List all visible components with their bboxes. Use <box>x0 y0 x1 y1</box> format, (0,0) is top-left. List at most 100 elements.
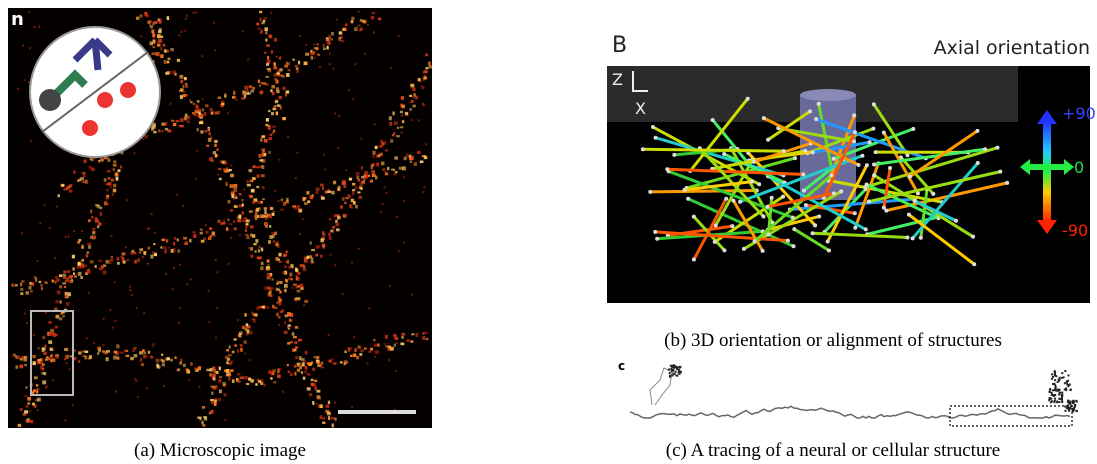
punctum <box>209 373 212 376</box>
punctum <box>213 374 216 377</box>
punctum <box>152 251 155 253</box>
punctum <box>82 172 86 174</box>
punctum <box>230 209 233 212</box>
punctum <box>412 96 414 98</box>
punctum <box>320 239 324 242</box>
punctum <box>266 306 269 309</box>
punctum <box>210 410 213 414</box>
filament-end <box>853 130 857 134</box>
punctum <box>304 300 308 303</box>
punctum <box>19 365 23 369</box>
punctum <box>272 369 276 372</box>
trace-blob <box>676 368 678 370</box>
trace-blob <box>1065 387 1067 389</box>
punctum <box>295 326 298 329</box>
punctum <box>374 356 376 358</box>
punctum <box>202 406 205 409</box>
punctum <box>271 50 273 53</box>
filament-end <box>919 236 923 240</box>
punctum <box>284 284 288 288</box>
punctum <box>313 57 315 59</box>
punctum <box>297 364 299 367</box>
punctum <box>281 75 284 78</box>
punctum <box>258 246 260 249</box>
punctum <box>211 392 213 395</box>
punctum <box>215 371 218 374</box>
punctum <box>279 96 282 99</box>
punctum <box>268 127 271 131</box>
punctum <box>409 95 412 97</box>
punctum <box>73 230 75 232</box>
punctum <box>55 300 58 303</box>
punctum <box>390 347 394 351</box>
punctum <box>261 135 265 138</box>
punctum <box>288 324 291 326</box>
punctum <box>179 307 181 309</box>
filament-end <box>766 233 770 237</box>
punctum <box>284 321 286 324</box>
punctum <box>425 54 428 57</box>
punctum <box>287 136 289 138</box>
filament-end <box>792 227 796 231</box>
punctum <box>95 204 98 206</box>
trace-blob <box>1054 371 1056 373</box>
filament-end <box>762 214 766 218</box>
trace-blob <box>1068 384 1070 386</box>
trace-blob <box>1073 409 1075 411</box>
filament-end <box>975 129 979 133</box>
punctum <box>39 222 41 224</box>
punctum <box>340 361 343 363</box>
punctum <box>310 241 312 244</box>
trace-blob <box>1058 379 1060 381</box>
punctum <box>371 18 373 20</box>
punctum <box>286 251 289 253</box>
punctum <box>294 349 297 351</box>
filament-end <box>724 197 728 201</box>
punctum <box>329 237 332 240</box>
punctum <box>257 174 260 178</box>
punctum <box>274 73 277 77</box>
punctum <box>348 89 350 91</box>
punctum <box>31 282 34 286</box>
punctum <box>154 21 158 24</box>
punctum <box>277 258 280 261</box>
punctum <box>52 280 55 283</box>
punctum <box>267 274 270 278</box>
trace-blob <box>1059 377 1061 379</box>
filament-end <box>913 199 917 203</box>
punctum <box>393 111 395 115</box>
punctum <box>321 362 324 365</box>
punctum <box>318 397 321 399</box>
punctum <box>326 404 330 407</box>
punctum <box>266 118 269 122</box>
punctum <box>153 343 155 345</box>
punctum <box>230 237 232 239</box>
punctum <box>23 79 25 81</box>
punctum <box>287 312 291 316</box>
punctum <box>209 321 211 323</box>
punctum <box>260 91 264 95</box>
filament-end <box>683 188 687 192</box>
punctum <box>110 259 114 262</box>
punctum <box>237 319 239 321</box>
punctum <box>423 71 425 74</box>
trace-blob <box>678 373 680 375</box>
punctum <box>323 44 325 48</box>
filament-end <box>871 127 875 131</box>
punctum <box>240 344 243 347</box>
punctum <box>301 364 304 367</box>
punctum <box>307 373 311 375</box>
punctum <box>246 220 250 223</box>
punctum <box>219 367 221 371</box>
punctum <box>93 236 97 239</box>
punctum <box>345 169 347 171</box>
punctum <box>373 339 375 341</box>
trace-line <box>630 406 1070 418</box>
punctum <box>150 25 153 28</box>
punctum <box>24 395 26 397</box>
punctum <box>180 95 183 99</box>
punctum <box>334 264 336 266</box>
punctum <box>235 190 237 192</box>
punctum <box>273 381 276 383</box>
punctum <box>261 22 264 24</box>
